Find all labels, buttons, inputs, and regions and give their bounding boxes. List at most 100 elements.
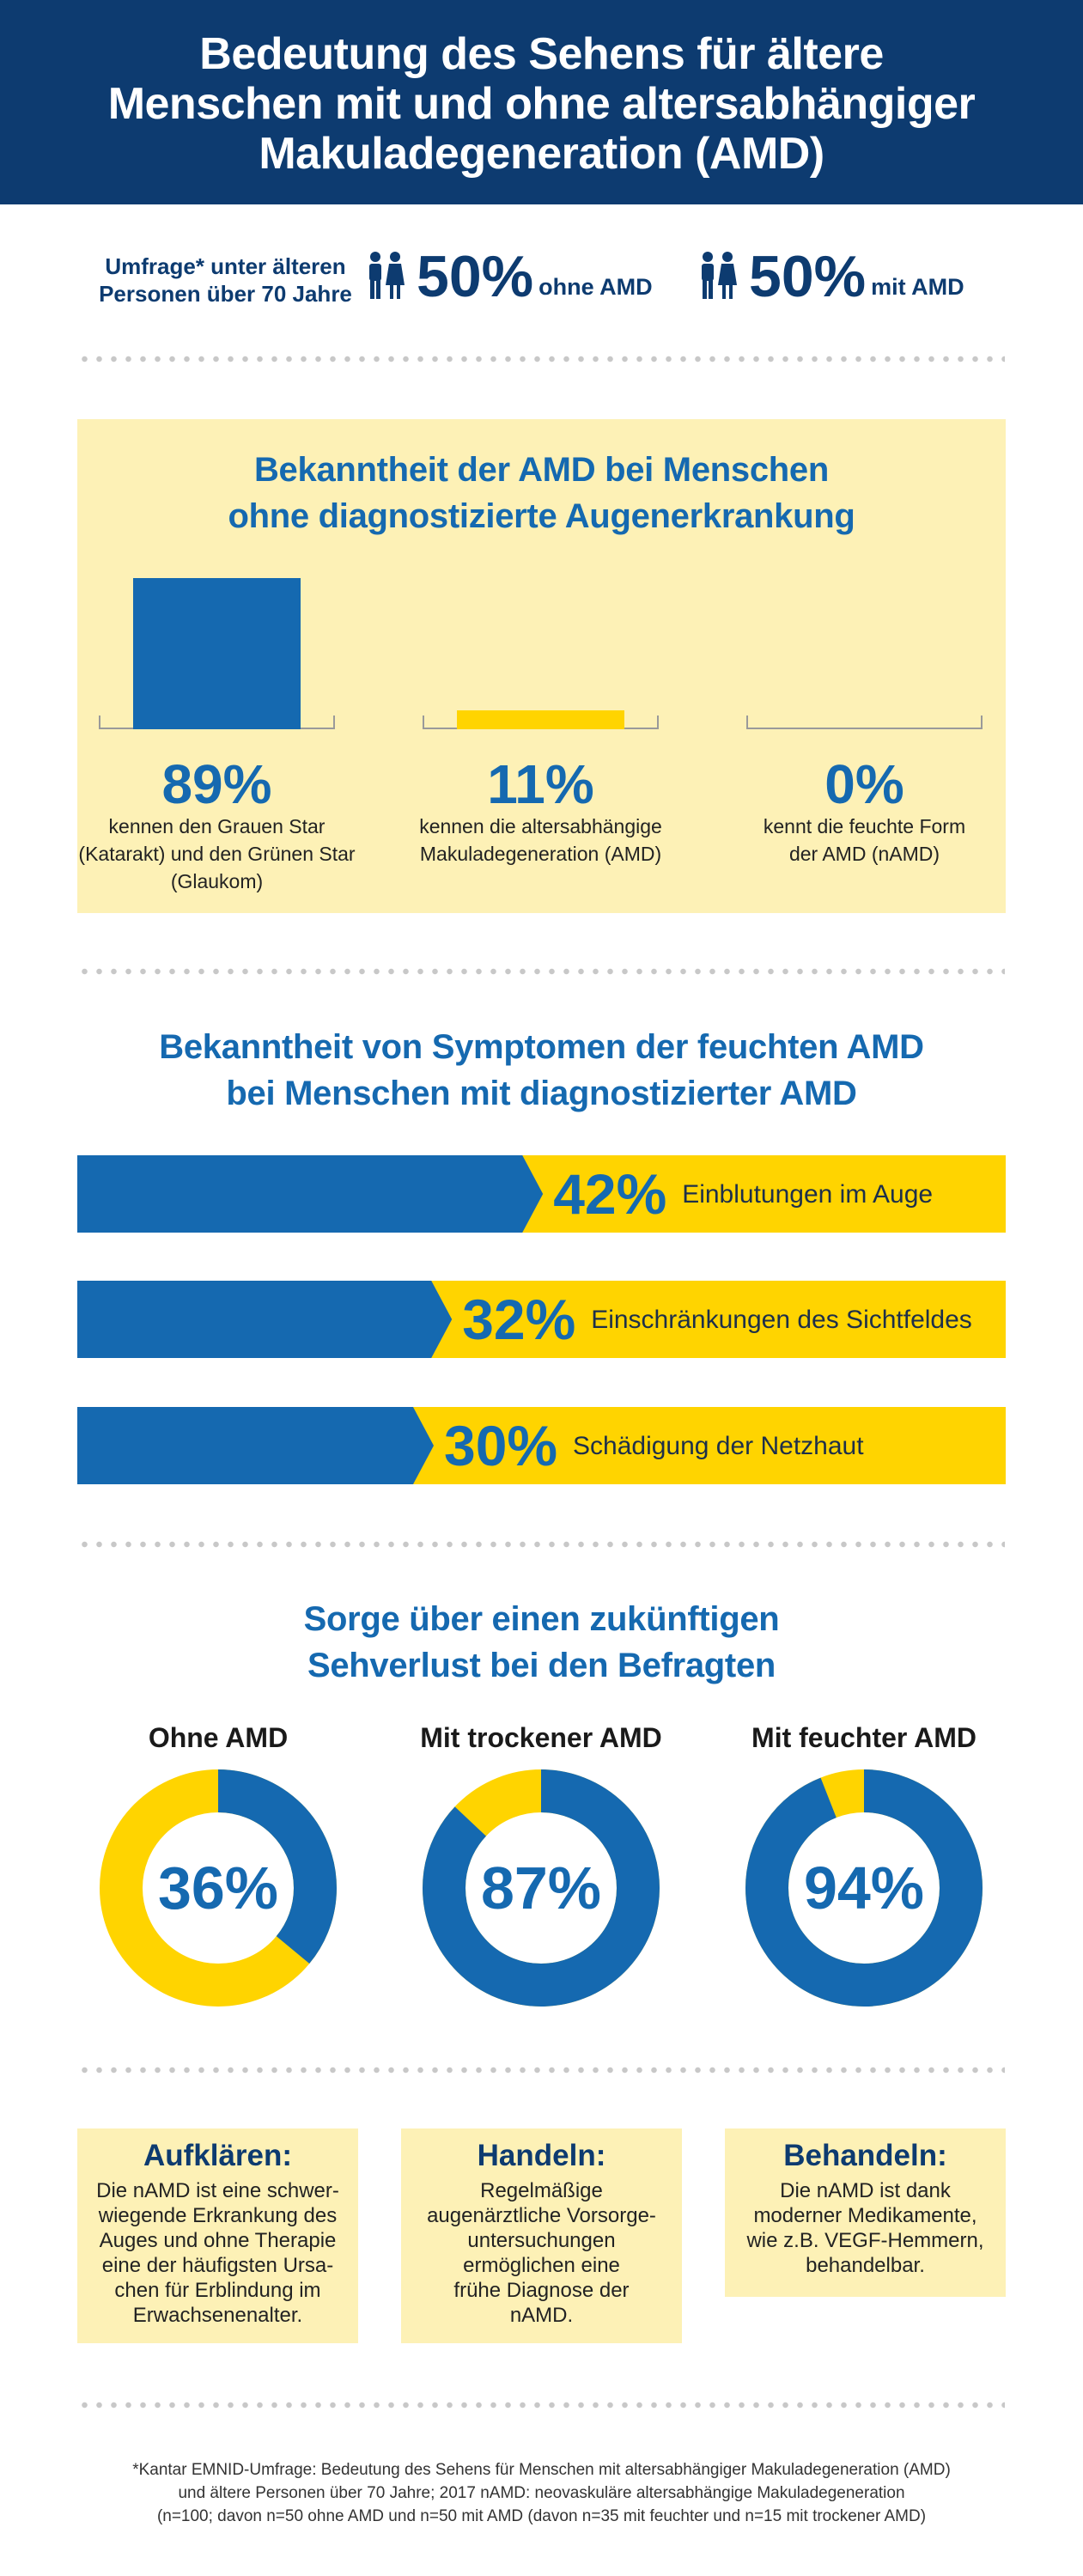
body-line: wie z.B. VEGF-Hemmern, [746, 2229, 984, 2252]
survey-row: Umfrage* unter älteren Personen über 70 … [0, 242, 1083, 320]
body-line: frühe Diagnose der [453, 2279, 630, 2302]
body-line: Die nAMD ist eine schwer- [96, 2179, 339, 2202]
dotted-divider [77, 1541, 1005, 1548]
section-title-line: ohne diagnostizierte Augenerkrankung [228, 497, 855, 535]
donut-title: Ohne AMD [148, 1722, 289, 1753]
people-icon [369, 252, 405, 299]
donut-chart: Mit trockener AMD 87% [412, 1722, 670, 2007]
section-title-line: Bekanntheit der AMD bei Menschen [253, 451, 830, 489]
body-line: Die nAMD ist dank [780, 2179, 951, 2202]
survey-value-ohne: 50% [417, 244, 534, 309]
donut-svg [100, 1769, 337, 2007]
body-line: Auges und ohne Therapie [99, 2229, 337, 2252]
footnote-line: *Kantar EMNID-Umfrage: Bedeutung des Seh… [132, 2461, 951, 2479]
dotted-divider [77, 2402, 1005, 2409]
bar-value: 11% [487, 753, 594, 815]
desc-line: der AMD (nAMD) [788, 843, 940, 865]
bar-description: kennen die altersabhängige Makuladegener… [371, 813, 710, 868]
awareness-bar-col: 0% kennt die feuchte Form der AMD (nAMD) [746, 557, 983, 865]
body-line: wiegende Erkrankung des [98, 2204, 338, 2227]
bar-value: 0% [824, 753, 904, 815]
awareness-panel: Bekanntheit der AMD bei Menschen ohne di… [77, 419, 1006, 913]
symptom-bar-fill [77, 1407, 434, 1484]
bar-value: 89% [161, 753, 272, 815]
body-line: ermöglichen eine [463, 2254, 620, 2277]
donut-arc [745, 1769, 983, 2007]
awareness-bar [133, 578, 301, 729]
section-title-line: bei Menschen mit diagnostizierter AMD [226, 1075, 857, 1112]
desc-line: Makuladegeneration (AMD) [419, 843, 662, 865]
donut-arc [100, 1769, 337, 2007]
survey-label: Umfrage* unter älteren Personen über 70 … [94, 253, 356, 308]
donut-svg [423, 1769, 660, 2007]
body-line: augenärztliche Vorsorge- [427, 2204, 656, 2227]
body-line: nAMD. [509, 2304, 574, 2327]
section-title-line: Sorge über einen zukünftigen [303, 1600, 780, 1638]
dotted-divider [77, 356, 1005, 362]
section-title: Bekanntheit von Symptomen der feuchten A… [0, 1024, 1083, 1117]
survey-group-mit: 50% mit AMD [697, 246, 964, 306]
footnote-line: (n=100; davon n=50 ohne AMD und n=50 mit… [156, 2507, 927, 2525]
symptom-label: Schädigung der Netzhaut [573, 1432, 864, 1460]
footnote-line: und ältere Personen über 70 Jahre; 2017 … [178, 2484, 905, 2502]
header: Bedeutung des Sehens für ältere Menschen… [0, 0, 1083, 204]
desc-line: (Katarakt) und den Grünen Star [78, 843, 356, 865]
dotted-divider [77, 968, 1005, 975]
symptom-value: 30% [444, 1414, 558, 1477]
donut-value: 36% [157, 1854, 279, 1921]
awareness-bar [457, 710, 624, 729]
awareness-bar-col: 89% kennen den Grauen Star (Katarakt) un… [78, 557, 356, 892]
info-box-title: Behandeln: [783, 2139, 947, 2172]
awareness-bar-col: 11% kennen die altersabhängige Makuladeg… [419, 557, 662, 865]
symptom-bar-fill [77, 1155, 544, 1233]
donut-value: 94% [803, 1854, 925, 1921]
info-box-handeln: Handeln: Regelmäßige augenärztliche Vors… [401, 2128, 682, 2343]
info-box-aufklaeren: Aufklären: Die nAMD ist eine schwer- wie… [77, 2128, 358, 2343]
info-box-body: Die nAMD ist eine schwer- wiegende Erkra… [77, 2175, 358, 2342]
donut-arc [423, 1769, 660, 2007]
symptom-label: Einschränkungen des Sichtfeldes [591, 1306, 972, 1334]
body-line: behandelbar. [806, 2254, 925, 2277]
donut-svg [745, 1769, 983, 2007]
body-line: moderner Medikamente, [753, 2204, 977, 2227]
donut-title: Mit feuchter AMD [751, 1722, 977, 1753]
symptom-label: Einblutungen im Auge [682, 1180, 934, 1209]
info-box-body: Die nAMD ist dank moderner Medikamente, … [725, 2175, 1006, 2292]
desc-line: kennen den Grauen Star [108, 815, 326, 837]
donut-value: 87% [480, 1854, 602, 1921]
section-title-line: Bekanntheit von Symptomen der feuchten A… [159, 1028, 924, 1066]
desc-line: kennen die altersabhängige [419, 815, 662, 837]
page-title-line: Menschen mit und ohne altersabhängiger [107, 79, 976, 129]
symptom-bar: 30% Schädigung der Netzhaut [77, 1407, 1006, 1484]
section-title: Sorge über einen zukünftigen Sehverlust … [0, 1596, 1083, 1689]
page-title-line: Makuladegeneration (AMD) [259, 129, 824, 179]
info-box-body: Regelmäßige augenärztliche Vorsorge- unt… [401, 2175, 682, 2342]
info-box-title: Handeln: [477, 2139, 606, 2172]
survey-group-ohne: 50% ohne AMD [365, 246, 653, 306]
bar-baseline [746, 716, 983, 729]
survey-label-line: Umfrage* unter älteren [105, 253, 346, 279]
survey-label-mit: mit AMD [871, 274, 964, 300]
donut-chart: Ohne AMD 36% [89, 1722, 347, 2007]
body-line: untersuchungen [467, 2229, 616, 2252]
symptom-value: 32% [462, 1288, 576, 1351]
desc-line: kennt die feuchte Form [763, 815, 966, 837]
body-line: Erwachsenenalter. [132, 2304, 303, 2327]
desc-line: (Glaukom) [170, 870, 264, 892]
survey-label-ohne: ohne AMD [538, 274, 653, 300]
donut-chart: Mit feuchter AMD 94% [735, 1722, 993, 2007]
info-box-behandeln: Behandeln: Die nAMD ist dank moderner Me… [725, 2128, 1006, 2297]
dotted-divider [77, 2067, 1005, 2074]
page-title-line: Bedeutung des Sehens für ältere [199, 29, 884, 79]
symptom-bar: 42% Einblutungen im Auge [77, 1155, 1006, 1233]
people-icon [702, 252, 737, 299]
survey-label-line: Personen über 70 Jahre [99, 281, 352, 307]
section-title-line: Sehverlust bei den Befragten [307, 1647, 776, 1684]
body-line: eine der häufigsten Ursa- [101, 2254, 334, 2277]
section-title: Bekanntheit der AMD bei Menschen ohne di… [77, 447, 1006, 539]
symptom-bar: 32% Einschränkungen des Sichtfeldes [77, 1281, 1006, 1358]
bar-description: kennen den Grauen Star (Katarakt) und de… [47, 813, 386, 895]
bar-description: kennt die feuchte Form der AMD (nAMD) [695, 813, 1034, 868]
donut-title: Mit trockener AMD [420, 1722, 662, 1753]
survey-value-mit: 50% [749, 244, 867, 309]
